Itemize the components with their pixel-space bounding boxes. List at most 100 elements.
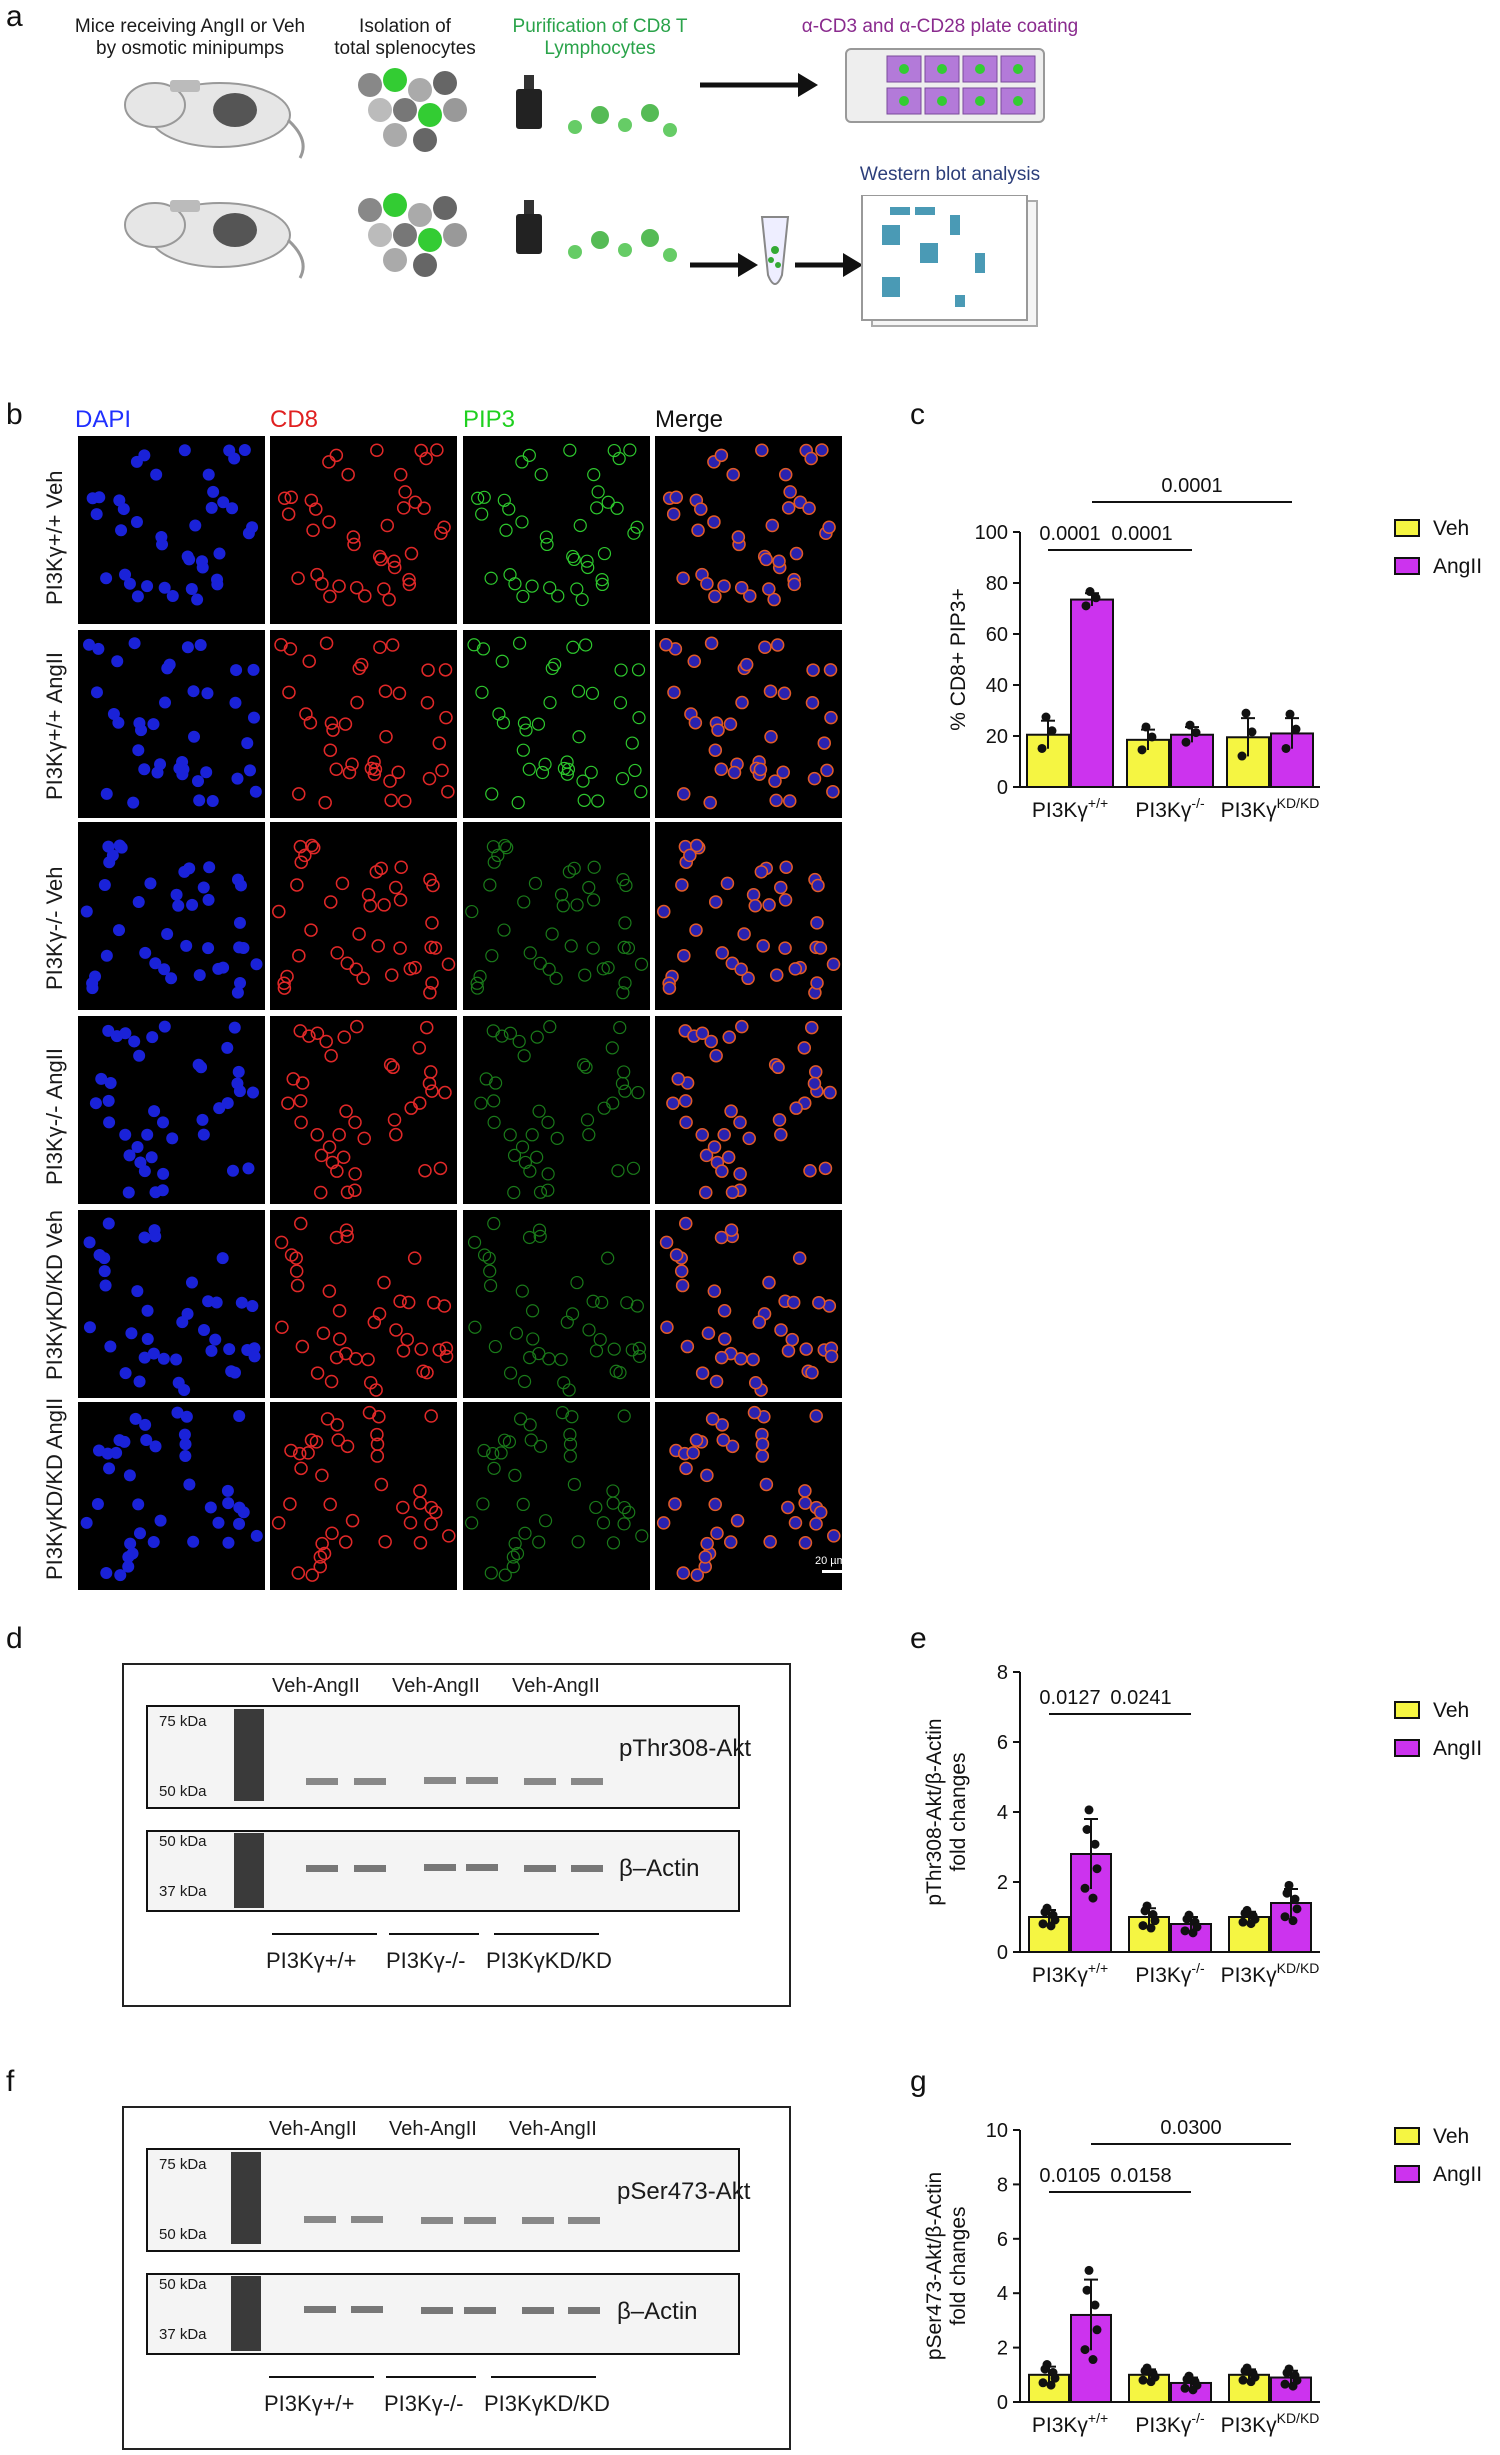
data-point: [1281, 743, 1291, 753]
y-axis-label: fold changes: [947, 1752, 970, 1871]
x-tick-label: PI3KγKD/KD: [1221, 795, 1320, 822]
tube-icon: [760, 216, 790, 285]
row-label: PI3Kγ+/+ AngII: [42, 652, 67, 800]
data-point: [1138, 2375, 1148, 2385]
data-point: [1038, 2378, 1048, 2388]
step-western-text: Western blot analysis: [859, 164, 1041, 185]
data-point: [1280, 1912, 1290, 1922]
genotype-label: PI3KγKD/KD: [486, 1948, 612, 1973]
data-point: [1282, 2368, 1292, 2378]
x-tick-label: PI3KγKD/KD: [1221, 1960, 1320, 1987]
lane-group-label: Veh-AngII: [392, 1675, 480, 1697]
data-point: [1180, 1926, 1190, 1936]
data-point: [1180, 2383, 1190, 2393]
data-point: [1040, 1907, 1050, 1917]
data-point: [1082, 2285, 1092, 2295]
data-point: [1292, 1904, 1302, 1914]
data-point: [1188, 2385, 1198, 2395]
data-point: [1285, 709, 1295, 719]
micrograph: [463, 1210, 650, 1398]
micrograph: [78, 1402, 265, 1590]
y-tick-label: 0: [997, 777, 1008, 799]
blot-panel-d: Veh-AngII Veh-AngII Veh-AngII 75 kDa 50 …: [122, 1663, 791, 2007]
panel-d-label: d: [6, 1622, 23, 1655]
arrow-right-icon: [795, 253, 863, 277]
legend-label: AngII: [1433, 1737, 1482, 1760]
lane-group-label: Veh-AngII: [272, 1675, 360, 1697]
data-point: [1141, 722, 1151, 732]
kda-marker: 50 kDa: [159, 2276, 207, 2293]
genotype-label: PI3Kγ+/+: [264, 2391, 355, 2416]
p-value-label: 0.0001: [1111, 523, 1172, 545]
lane-group-label: Veh-AngII: [269, 2118, 357, 2140]
data-point: [1146, 2377, 1156, 2387]
legend-label: Veh: [1433, 517, 1469, 540]
p-value-label: 0.0127: [1039, 1687, 1100, 1709]
data-point: [1082, 1825, 1092, 1834]
y-tick-label: 0: [997, 1942, 1008, 1964]
x-tick-label: PI3Kγ-/-: [1135, 2410, 1205, 2437]
data-point: [1288, 2381, 1298, 2391]
data-point: [1081, 601, 1091, 611]
micrograph: [270, 822, 457, 1010]
bar: [1170, 733, 1214, 789]
data-point: [1291, 724, 1301, 734]
data-point: [1238, 1917, 1248, 1927]
panel-a-label: a: [6, 0, 23, 33]
y-tick-label: 60: [986, 624, 1008, 646]
step-splenocytes-text: Isolation of total splenocytes: [334, 16, 476, 59]
kda-marker: 50 kDa: [159, 1783, 207, 1800]
legend-swatch: [1394, 519, 1420, 537]
data-point: [1140, 2366, 1150, 2376]
data-point: [1080, 1883, 1090, 1893]
kda-marker: 37 kDa: [159, 2326, 207, 2343]
data-point: [1284, 1880, 1294, 1890]
micrograph: [655, 1402, 842, 1590]
blot-name: β–Actin: [617, 2298, 698, 2325]
p-value-label: 0.0001: [1161, 475, 1222, 497]
blot-bands: [231, 2152, 600, 2351]
y-tick-label: 8: [997, 1662, 1008, 1684]
data-point: [1090, 2300, 1100, 2310]
col-label-cd8: CD8: [270, 406, 319, 433]
data-point: [1238, 2375, 1248, 2385]
splenocytes-icon: [358, 68, 467, 152]
legend-swatch: [1394, 1739, 1420, 1757]
col-label-merge: Merge: [655, 406, 724, 433]
data-point: [1182, 1914, 1192, 1924]
data-point: [1080, 2345, 1090, 2355]
data-point: [1084, 1805, 1094, 1815]
data-point: [1181, 737, 1191, 747]
micrograph: [463, 1402, 650, 1590]
scalebar-label: 20 µm: [815, 1555, 846, 1567]
western-membrane-icon: [861, 195, 1038, 327]
p-value-label: 0.0241: [1110, 1687, 1171, 1709]
step-plate-coating-text: α-CD3 and α-CD28 plate coating: [801, 16, 1079, 37]
lane-group-label: Veh-AngII: [512, 1675, 600, 1697]
x-tick-label: PI3Kγ+/+: [1032, 2410, 1108, 2437]
arrow-right-icon: [690, 253, 758, 277]
micrograph: [78, 630, 265, 818]
blot-name: β–Actin: [619, 1855, 700, 1882]
kda-marker: 75 kDa: [159, 1713, 207, 1730]
lane-group-label: Veh-AngII: [509, 2118, 597, 2140]
data-point: [1147, 732, 1157, 742]
y-tick-label: 4: [997, 2283, 1008, 2305]
data-point: [1084, 2265, 1094, 2275]
blot-name: pThr308-Akt: [619, 1735, 752, 1762]
y-axis-label: % CD8+ PIP3+: [947, 588, 970, 730]
col-label-dapi: DAPI: [75, 406, 132, 433]
y-axis-label: pThr308-Akt/β-Actin: [923, 1718, 946, 1905]
arrow-right-icon: [700, 73, 818, 97]
y-tick-label: 0: [997, 2392, 1008, 2414]
data-point: [1037, 743, 1047, 753]
y-axis-label: fold changes: [947, 2206, 970, 2325]
genotype-label: PI3Kγ+/+: [266, 1948, 357, 1973]
micrograph: [655, 822, 842, 1010]
data-point: [1040, 2364, 1050, 2374]
x-tick-label: PI3Kγ+/+: [1032, 1960, 1108, 1987]
micrograph: [78, 1016, 265, 1204]
kda-marker: 50 kDa: [159, 2226, 207, 2243]
y-tick-label: 10: [986, 2120, 1008, 2142]
chart-e: 0 2 4 6 8 pThr308-Akt/β-Actin fold changes PI3K…: [923, 1662, 1482, 1987]
